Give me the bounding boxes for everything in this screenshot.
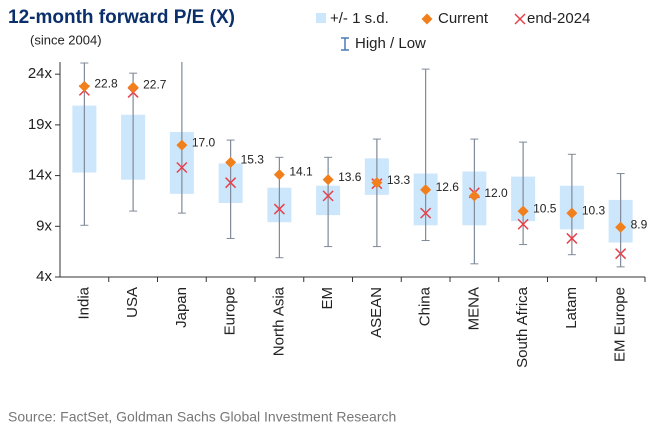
x-tick-label: India [75,286,92,319]
chart-title: 12-month forward P/E (X) [8,7,235,28]
current-marker [371,177,383,189]
x-tick-label: Japan [173,287,190,328]
current-marker [420,184,432,196]
x-tick-label: EM Europe [612,287,629,362]
legend-label: High / Low [355,35,426,52]
y-tick-label: 19x [28,116,53,133]
x-tick-label: MENA [465,287,482,330]
current-marker [176,139,188,151]
x-tick-label: EM [319,287,336,310]
end-2024-marker [566,232,578,244]
end-2024-marker [322,190,334,202]
current-marker [566,207,578,219]
legend-label: Current [438,10,489,27]
legend-swatch [316,13,326,23]
data-label: 13.6 [338,170,362,184]
plot-area [72,62,633,268]
x-tick-label: Europe [222,287,239,335]
legend-swatch [341,37,349,51]
y-tick-label: 4x [36,268,52,285]
end-2024-marker [420,207,432,219]
x-tick-label: North Asia [270,286,287,356]
data-label: 22.7 [143,78,167,92]
data-label: 13.3 [387,173,411,187]
y-tick-label: 14x [28,167,53,184]
legend-swatch [514,13,526,25]
end-2024-marker [273,203,285,215]
current-marker [273,169,285,181]
data-label: 14.1 [289,165,313,179]
x-tick-label: South Africa [514,286,531,368]
current-marker [78,80,90,92]
x-tick-label: USA [124,287,141,318]
source: Source: FactSet, Goldman Sachs Global In… [8,409,396,425]
data-label: 12.0 [484,186,508,200]
current-marker [615,221,627,233]
end-2024-marker [517,218,529,230]
data-label: 8.9 [631,217,648,231]
end-2024-marker [225,177,237,189]
data-label: 12.6 [436,180,460,194]
end-2024-marker [176,161,188,174]
current-marker [225,156,237,168]
data-label: 10.3 [582,203,606,217]
legend-swatch [421,13,433,25]
legend-label: +/- 1 s.d. [330,10,389,27]
x-tick-label: Latam [563,287,580,329]
current-marker [127,81,139,93]
data-label: 15.3 [241,153,265,167]
current-marker [468,190,480,202]
y-tick-label: 24x [28,65,53,82]
legend-label: end-2024 [527,10,590,27]
x-tick-label: ASEAN [368,287,385,338]
data-label: 17.0 [192,135,216,149]
y-tick-label: 9x [36,217,52,234]
data-label: 22.8 [94,77,118,91]
current-marker [517,205,529,217]
end-2024-marker [615,248,627,260]
data-label: 10.5 [533,201,557,215]
x-tick-label: China [417,286,434,326]
chart-subtitle: (since 2004) [30,32,102,47]
current-marker [322,174,334,186]
